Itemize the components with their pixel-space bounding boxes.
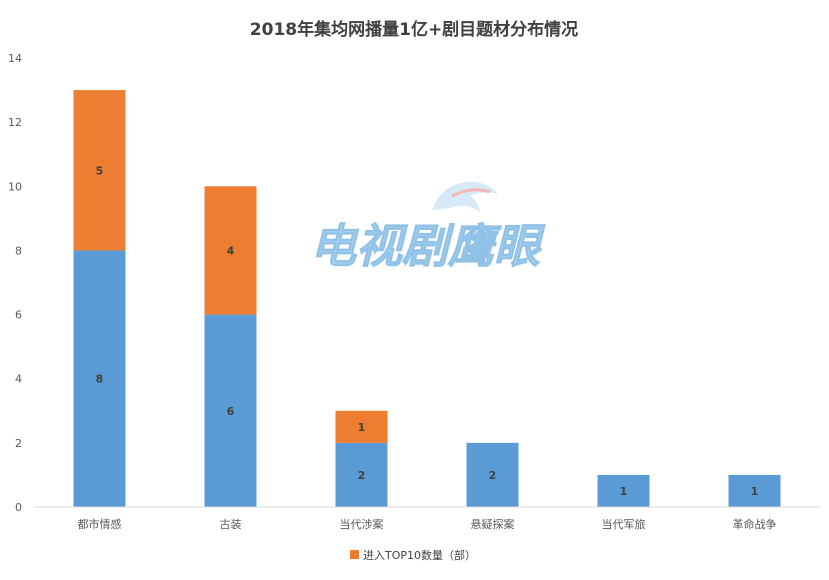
legend-swatch <box>350 550 359 559</box>
x-tick-label: 悬疑探案 <box>471 517 515 531</box>
bar-segment <box>335 410 388 443</box>
x-tick-label: 古装 <box>220 518 242 531</box>
y-tick-label: 14 <box>8 52 22 65</box>
data-label: 1 <box>358 421 366 434</box>
data-label: 1 <box>620 485 628 498</box>
bar-segment <box>466 442 519 507</box>
bar-segment <box>335 442 388 507</box>
data-label: 8 <box>96 373 104 386</box>
watermark-logo: 电视剧鹰眼 <box>310 181 547 274</box>
y-tick-label: 6 <box>15 309 22 322</box>
bars: 8 5 6 4 2 1 2 1 1 <box>73 90 781 507</box>
bar-segment <box>73 250 126 507</box>
y-axis: 0 2 4 6 8 10 12 14 <box>8 52 22 514</box>
y-tick-label: 4 <box>15 373 22 386</box>
x-tick-label: 革命战争 <box>733 517 777 531</box>
data-label: 4 <box>227 244 235 257</box>
data-label: 5 <box>96 164 104 177</box>
eagle-icon <box>432 181 498 212</box>
data-label: 2 <box>489 469 497 482</box>
y-tick-label: 2 <box>15 437 22 450</box>
legend-label: 进入TOP10数量（部） <box>363 548 476 562</box>
y-tick-label: 8 <box>15 244 22 257</box>
x-tick-label: 当代军旅 <box>602 517 646 531</box>
chart-title: 2018年集均网播量1亿+剧目题材分布情况 <box>250 19 578 40</box>
bar-segment <box>73 90 126 251</box>
x-axis: 都市情感 古装 当代涉案 悬疑探案 当代军旅 革命战争 <box>34 506 820 531</box>
bar-segment <box>597 474 650 507</box>
bar-segment <box>728 474 781 507</box>
bar-segment <box>204 186 257 315</box>
data-label: 6 <box>227 405 235 418</box>
data-label: 1 <box>751 485 759 498</box>
x-tick-label: 都市情感 <box>78 517 122 531</box>
watermark-text: 电视剧鹰眼 <box>310 219 546 273</box>
legend: 进入TOP10数量（部） <box>350 548 476 562</box>
y-tick-label: 0 <box>15 501 22 514</box>
bar-segment <box>204 314 257 507</box>
y-tick-label: 12 <box>8 116 22 129</box>
data-label: 2 <box>358 469 366 482</box>
x-tick-label: 当代涉案 <box>340 517 384 531</box>
y-tick-label: 10 <box>8 180 22 193</box>
